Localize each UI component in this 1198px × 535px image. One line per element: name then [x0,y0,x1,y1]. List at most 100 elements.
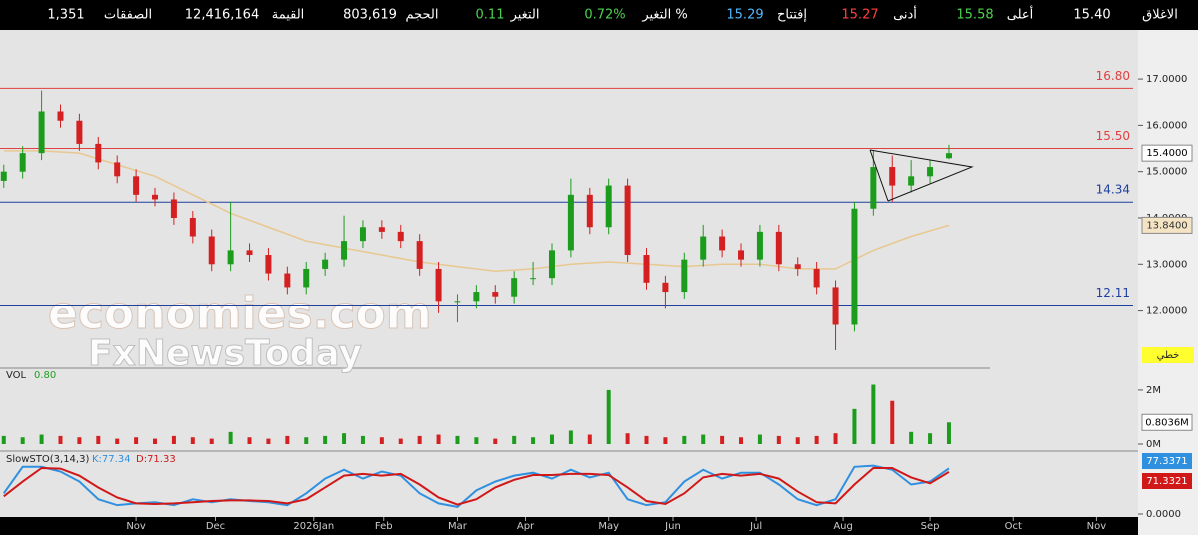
triangle-line [869,149,974,202]
panel-title: VOL [6,370,27,381]
level-label: 12.11 [1096,286,1130,300]
candle-body [794,264,801,269]
candle-body [359,227,366,242]
candle-body [227,250,234,265]
volume-bar [625,433,630,444]
stoch-last-label: 77.3371 [1146,456,1187,467]
volume-bar [190,437,195,444]
candle-body [95,143,102,163]
candle-body [57,111,64,121]
y-tick-label: 17.0000 [1146,74,1187,85]
volume-bar [890,400,895,444]
candle-body [681,259,688,293]
header-value: 12,416,164 [185,8,259,23]
volume-bar [228,431,233,444]
header-value: 1,351 [47,8,84,23]
header-value: 15.29 [726,8,763,23]
stochastic-line [3,466,950,506]
candle-body [416,241,423,269]
header-value: 15.27 [841,8,878,23]
watermark: economies.com [48,288,432,339]
y-tick-label: 2M [1146,385,1161,396]
header-label: القيمة [272,8,305,23]
candle-body [284,273,291,288]
candle-body [530,278,537,280]
volume-bar [493,438,498,444]
header-label: أعلى [1007,6,1034,23]
x-tick-label: May [598,521,619,532]
volume-bar [512,435,517,444]
candle-body [567,194,574,251]
candle-body [700,236,707,260]
candle-body [662,282,669,293]
panel-title: SlowSTO(3,14,3) [6,454,89,465]
volume-bar [77,437,82,444]
x-tick-label: 2026Jan [293,521,334,532]
legend-entry: K:77.34 [92,454,131,465]
candle-body [0,171,7,181]
volume-bar [153,438,158,444]
volume-bar [360,435,365,444]
candle-body [586,194,593,228]
header-label: الاغلاق [1142,8,1178,23]
candle-body [378,227,385,232]
volume-bar [304,437,309,444]
volume-bar [455,435,460,444]
candle-body [454,301,461,303]
volume-bar [644,435,649,444]
header-label: الصفقات [104,8,152,23]
volume-bar [285,435,290,444]
volume-bar [96,435,101,444]
scale-mode-box [1142,347,1194,363]
volume-bar [909,431,914,444]
y-tick-label: 0M [1146,439,1161,450]
x-tick-label: Oct [1005,521,1022,532]
ma-last-box [1141,216,1193,234]
volume-bar [115,438,120,444]
volume-bar [209,438,214,444]
candle-body [435,268,442,302]
volume-bar [417,435,422,444]
scale-mode: خطي [1157,350,1180,361]
candle-body [719,236,726,251]
candle-body [208,236,215,265]
header-label: إفتتاح [777,8,807,23]
stoch-last-label: 71.3321 [1146,476,1187,487]
x-tick-label: Aug [833,521,853,532]
volume-bar [323,435,328,444]
candle-body [114,162,121,177]
last-price-box [1141,144,1193,162]
volume-bar [247,437,252,444]
candle-body [511,278,518,297]
x-tick-label: Sep [921,521,940,532]
x-tick-label: Dec [206,521,225,532]
y-tick-label: 15.0000 [1146,167,1187,178]
candle-body [19,153,26,172]
candle-body [473,292,480,302]
volume-bar [682,435,687,444]
candle-body [775,231,782,265]
y-tick-label: 12.0000 [1146,306,1187,317]
candle-body [889,167,896,186]
moving-average [3,150,950,272]
header-value: 803,619 [343,8,397,23]
candle-body [738,250,745,260]
volume-bar [474,437,479,444]
stoch-last-box [1142,473,1192,489]
volume-bar [776,435,781,444]
candle-body [851,208,858,325]
candle-body [170,199,177,218]
volume-bar [739,437,744,444]
volume-bar [568,430,573,444]
candle-body [548,250,555,279]
y-tick-label: 13.0000 [1146,259,1187,270]
volume-bar [266,438,271,444]
candle-body [303,268,310,288]
candle-body [246,250,253,256]
volume-bar [39,434,44,444]
y-tick-label: 16.0000 [1146,120,1187,131]
plot-area [0,87,1133,508]
volume-bar [606,389,611,444]
triangle-line [869,149,889,202]
